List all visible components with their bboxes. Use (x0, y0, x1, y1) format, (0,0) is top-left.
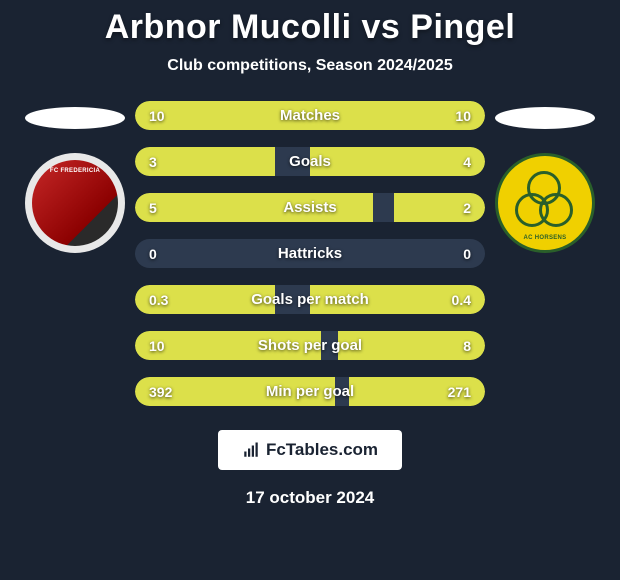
stat-label: Min per goal (266, 383, 354, 400)
footer: FcTables.com 17 october 2024 (0, 430, 620, 508)
stat-value-left: 5 (149, 200, 157, 216)
stat-value-left: 10 (149, 108, 165, 124)
left-club-logo-text: FC FREDERICIA (50, 168, 100, 174)
stat-label: Goals (289, 153, 331, 170)
stat-value-right: 4 (463, 154, 471, 170)
stat-row: Hattricks 0 0 (135, 239, 485, 268)
stat-fill-right (394, 193, 485, 222)
right-club-logo: AC HORSENS (495, 153, 595, 253)
right-club-column: AC HORSENS (485, 101, 605, 253)
stat-value-left: 3 (149, 154, 157, 170)
page-title: Arbnor Mucolli vs Pingel (0, 8, 620, 47)
stat-value-right: 0 (463, 246, 471, 262)
comparison-area: FC FREDERICIA Matches 10 10 Goals 3 4 Assists 5… (0, 101, 620, 406)
stat-value-right: 10 (455, 108, 471, 124)
stat-value-right: 0.4 (452, 292, 471, 308)
stat-value-right: 2 (463, 200, 471, 216)
stat-row: Matches 10 10 (135, 101, 485, 130)
page-subtitle: Club competitions, Season 2024/2025 (0, 57, 620, 75)
stat-row: Shots per goal 10 8 (135, 331, 485, 360)
stat-row: Goals 3 4 (135, 147, 485, 176)
stat-label: Hattricks (278, 245, 342, 262)
shadow-ellipse-right (495, 107, 595, 129)
stat-row: Goals per match 0.3 0.4 (135, 285, 485, 314)
stat-row: Assists 5 2 (135, 193, 485, 222)
stat-label: Matches (280, 107, 340, 124)
ac-horsens-crest-icon: AC HORSENS (505, 163, 585, 243)
stat-label: Assists (283, 199, 336, 216)
left-club-column: FC FREDERICIA (15, 101, 135, 253)
footer-date: 17 october 2024 (246, 488, 375, 508)
fc-fredericia-crest-icon: FC FREDERICIA (32, 160, 118, 246)
brand-text: FcTables.com (266, 440, 378, 460)
stat-row: Min per goal 392 271 (135, 377, 485, 406)
stat-fill-left (135, 193, 373, 222)
brand-badge: FcTables.com (218, 430, 402, 470)
chart-icon (242, 441, 260, 459)
stat-fill-right (310, 147, 485, 176)
stat-value-right: 8 (463, 338, 471, 354)
stat-label: Goals per match (251, 291, 369, 308)
stat-value-left: 0.3 (149, 292, 168, 308)
right-club-logo-text: AC HORSENS (523, 235, 566, 241)
stat-value-left: 392 (149, 384, 172, 400)
stat-value-right: 271 (448, 384, 471, 400)
shadow-ellipse-left (25, 107, 125, 129)
stat-label: Shots per goal (258, 337, 362, 354)
stat-bars: Matches 10 10 Goals 3 4 Assists 5 2 Hattricks 0 0 Go… (135, 101, 485, 406)
left-club-logo: FC FREDERICIA (25, 153, 125, 253)
stat-value-left: 0 (149, 246, 157, 262)
stat-value-left: 10 (149, 338, 165, 354)
